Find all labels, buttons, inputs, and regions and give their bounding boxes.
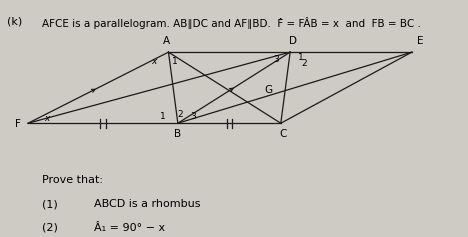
Text: 1: 1 <box>160 112 166 121</box>
Text: D: D <box>288 36 297 46</box>
Text: (2): (2) <box>42 223 58 233</box>
Text: ABCD is a rhombus: ABCD is a rhombus <box>94 199 200 209</box>
Text: Prove that:: Prove that: <box>42 175 103 185</box>
Text: Â₁ = 90° − x: Â₁ = 90° − x <box>94 223 165 233</box>
Text: 2: 2 <box>301 59 307 68</box>
Text: E: E <box>417 36 423 46</box>
Text: 3: 3 <box>273 55 279 64</box>
Text: (k): (k) <box>7 17 22 27</box>
Text: 3: 3 <box>190 112 196 121</box>
Text: x: x <box>44 114 50 123</box>
Text: B: B <box>174 129 182 139</box>
Text: F: F <box>15 119 21 129</box>
Text: 2: 2 <box>177 110 183 119</box>
Text: G: G <box>264 85 272 95</box>
Text: (1): (1) <box>42 199 58 209</box>
Text: A: A <box>162 36 170 46</box>
Text: 1: 1 <box>298 53 303 62</box>
Text: 1: 1 <box>172 57 177 66</box>
Text: AFCE is a parallelogram. AB∥DC and AF∥BD.  F̂ = FÂB = x  and  FB = BC .: AFCE is a parallelogram. AB∥DC and AF∥BD… <box>42 17 421 29</box>
Text: x: x <box>151 57 156 66</box>
Text: C: C <box>279 129 287 139</box>
